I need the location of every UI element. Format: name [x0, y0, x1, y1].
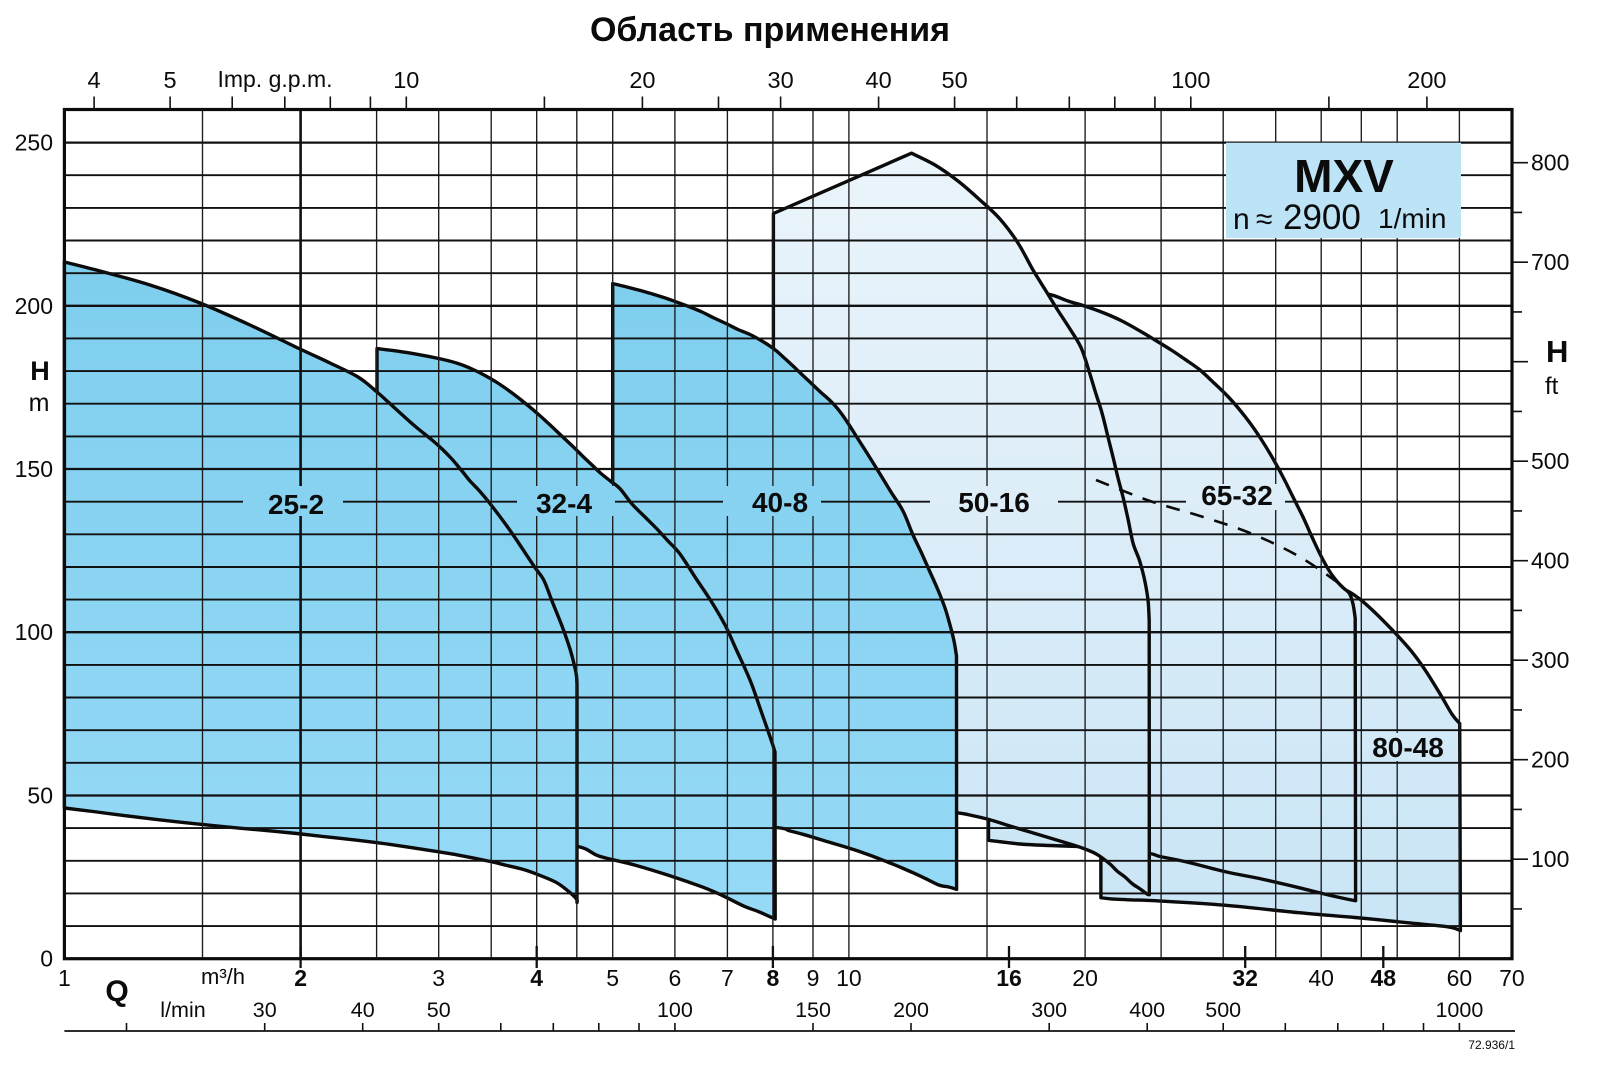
svg-text:200: 200 — [1531, 747, 1569, 773]
svg-text:400: 400 — [1531, 548, 1569, 574]
svg-text:7: 7 — [721, 965, 734, 991]
svg-text:ft: ft — [1545, 373, 1559, 400]
svg-text:100: 100 — [15, 619, 53, 645]
svg-text:Q: Q — [105, 975, 128, 1008]
svg-text:800: 800 — [1531, 150, 1569, 176]
svg-text:400: 400 — [1129, 998, 1165, 1022]
svg-text:50: 50 — [427, 998, 451, 1022]
svg-text:72.936/1: 72.936/1 — [1468, 1038, 1515, 1052]
svg-text:65-32: 65-32 — [1201, 480, 1273, 511]
svg-text:40: 40 — [1308, 965, 1334, 991]
svg-text:10: 10 — [393, 67, 419, 93]
svg-text:50: 50 — [27, 783, 53, 809]
svg-text:80-48: 80-48 — [1372, 732, 1444, 763]
svg-text:4: 4 — [88, 67, 101, 93]
svg-text:32-4: 32-4 — [536, 488, 592, 519]
svg-text:m³/h: m³/h — [201, 964, 245, 989]
svg-text:300: 300 — [1531, 647, 1569, 673]
svg-text:50: 50 — [942, 67, 968, 93]
svg-text:1/min: 1/min — [1378, 203, 1446, 234]
svg-text:500: 500 — [1531, 448, 1569, 474]
svg-text:9: 9 — [807, 965, 820, 991]
svg-text:150: 150 — [795, 998, 831, 1022]
svg-text:100: 100 — [657, 998, 693, 1022]
svg-text:1: 1 — [58, 965, 71, 991]
svg-text:30: 30 — [253, 998, 277, 1022]
svg-text:n: n — [1233, 203, 1250, 236]
svg-text:≈: ≈ — [1256, 203, 1272, 236]
svg-text:H: H — [1546, 334, 1568, 369]
svg-text:6: 6 — [669, 965, 682, 991]
svg-text:40-8: 40-8 — [752, 487, 808, 518]
svg-text:16: 16 — [996, 965, 1022, 991]
svg-text:100: 100 — [1531, 846, 1569, 872]
svg-text:200: 200 — [893, 998, 929, 1022]
svg-text:150: 150 — [15, 456, 53, 482]
svg-text:250: 250 — [15, 130, 53, 156]
svg-text:40: 40 — [351, 998, 375, 1022]
svg-text:300: 300 — [1031, 998, 1067, 1022]
svg-text:3: 3 — [432, 965, 445, 991]
svg-text:4: 4 — [530, 965, 543, 991]
svg-text:2: 2 — [294, 965, 307, 991]
svg-text:20: 20 — [629, 67, 655, 93]
svg-text:10: 10 — [836, 965, 862, 991]
svg-text:40: 40 — [866, 67, 892, 93]
svg-text:60: 60 — [1447, 965, 1473, 991]
svg-text:H: H — [30, 356, 50, 386]
svg-text:200: 200 — [15, 293, 53, 319]
svg-text:48: 48 — [1371, 965, 1397, 991]
svg-text:70: 70 — [1499, 965, 1525, 991]
svg-text:1000: 1000 — [1435, 998, 1483, 1022]
svg-text:200: 200 — [1407, 67, 1446, 93]
svg-text:8: 8 — [767, 965, 780, 991]
svg-text:MXV: MXV — [1294, 150, 1394, 202]
svg-text:20: 20 — [1072, 965, 1098, 991]
svg-text:500: 500 — [1205, 998, 1241, 1022]
svg-text:5: 5 — [606, 965, 619, 991]
svg-text:32: 32 — [1232, 965, 1258, 991]
svg-text:Область применения: Область применения — [590, 11, 950, 49]
svg-text:0: 0 — [40, 946, 53, 972]
svg-text:25-2: 25-2 — [268, 489, 324, 520]
svg-text:l/min: l/min — [160, 998, 205, 1022]
svg-text:50-16: 50-16 — [958, 487, 1030, 518]
svg-text:Imp. g.p.m.: Imp. g.p.m. — [217, 66, 332, 92]
svg-text:30: 30 — [768, 67, 794, 93]
svg-text:100: 100 — [1171, 67, 1210, 93]
svg-text:m: m — [29, 389, 50, 417]
svg-text:5: 5 — [164, 67, 177, 93]
svg-text:2900: 2900 — [1283, 198, 1361, 237]
svg-text:700: 700 — [1531, 249, 1569, 275]
